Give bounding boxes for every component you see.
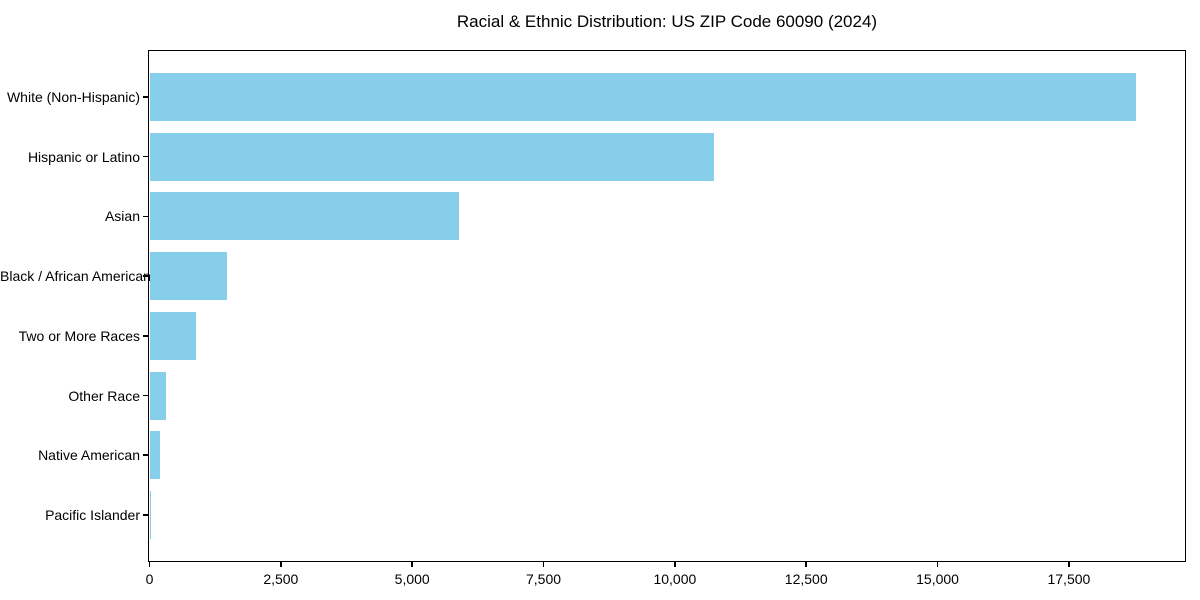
x-axis-tick bbox=[280, 562, 282, 567]
x-tick-label: 15,000 bbox=[916, 571, 959, 587]
y-axis-tick bbox=[143, 335, 148, 337]
x-axis-tick bbox=[1068, 562, 1070, 567]
bar bbox=[149, 252, 227, 301]
x-axis-tick bbox=[936, 562, 939, 567]
x-axis-tick bbox=[411, 562, 413, 567]
bar bbox=[149, 73, 1136, 121]
x-tick-label: 5,000 bbox=[394, 571, 430, 587]
x-tick-label: 12,500 bbox=[784, 571, 828, 587]
y-axis-tick bbox=[143, 215, 148, 218]
y-axis-tick bbox=[143, 514, 148, 516]
x-tick-label: 2,500 bbox=[263, 571, 299, 587]
y-tick-label: White (Non-Hispanic) bbox=[6, 89, 140, 105]
x-axis-tick bbox=[805, 562, 807, 567]
x-axis-tick bbox=[542, 562, 545, 567]
y-axis-tick bbox=[143, 275, 148, 277]
bar bbox=[149, 192, 460, 241]
y-tick-label: Other Race bbox=[68, 387, 140, 404]
y-tick-label: Black / African American bbox=[0, 268, 151, 285]
y-tick-label: Hispanic or Latino bbox=[27, 148, 140, 165]
y-tick-label: Native American bbox=[38, 447, 140, 464]
y-axis-tick bbox=[143, 96, 148, 98]
x-axis-tick bbox=[674, 562, 676, 567]
y-tick-label: Pacific Islander bbox=[45, 506, 140, 523]
y-axis-tick bbox=[143, 454, 148, 456]
y-tick-label: Asian bbox=[104, 208, 140, 225]
bar bbox=[149, 311, 197, 360]
x-tick-label: 7,500 bbox=[526, 571, 562, 587]
y-axis-tick bbox=[143, 394, 148, 397]
bar bbox=[149, 132, 715, 181]
bar bbox=[149, 431, 160, 480]
x-axis-tick bbox=[148, 562, 151, 567]
bar bbox=[149, 490, 151, 539]
chart-title: Racial & Ethnic Distribution: US ZIP Cod… bbox=[456, 12, 878, 31]
bar bbox=[149, 371, 167, 420]
plot-area bbox=[148, 50, 1186, 562]
y-axis-tick bbox=[143, 155, 148, 158]
y-tick-label: Two or More Races bbox=[18, 327, 140, 344]
x-tick-label: 10,000 bbox=[653, 571, 697, 587]
x-tick-label: 17,500 bbox=[1047, 571, 1091, 587]
x-tick-label: 0 bbox=[145, 571, 154, 587]
